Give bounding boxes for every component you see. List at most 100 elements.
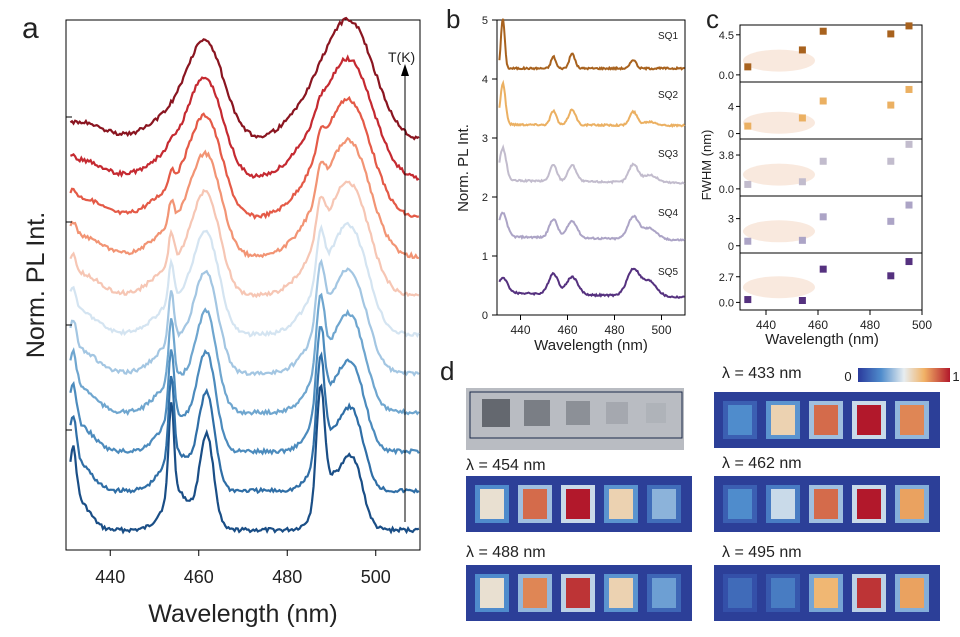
panel-b-ytick-label: 2 — [482, 192, 488, 204]
panel-a-series-line — [69, 136, 420, 260]
panel-c-point — [905, 201, 913, 209]
panel-c-ytick-label: 4 — [728, 101, 734, 113]
panel-c-xtick-label: 460 — [808, 318, 828, 332]
panel-a-series-line — [69, 221, 420, 338]
panel-c-highlight — [743, 49, 815, 72]
optical-square-4 — [606, 402, 628, 424]
panel-c-point — [905, 258, 913, 266]
panel-b-series: SQ1 SQ2 SQ3 SQ4 SQ5 — [498, 18, 686, 299]
panel-c-point — [744, 180, 752, 188]
optical-image-frame — [469, 391, 683, 439]
pl-map-square — [728, 405, 752, 435]
pl-map-label: λ = 454 nm — [466, 457, 546, 474]
optical-square-5 — [646, 403, 666, 423]
panel-c-ytick-label: 0.0 — [719, 184, 734, 196]
panel-c-point — [905, 140, 913, 148]
panel-a-series-line — [69, 258, 420, 377]
panel-c-xtick-label: 500 — [912, 318, 932, 332]
panel-c-highlight — [743, 163, 815, 186]
panel-c-point — [887, 272, 895, 280]
pl-map-square — [900, 405, 924, 435]
pl-map-square — [523, 489, 547, 519]
panel-b-series-label: SQ2 — [658, 90, 678, 101]
panel-c-ytick-label: 3 — [728, 214, 734, 226]
panel-c-ytick-label: 4.5 — [719, 30, 734, 42]
panel-a-series-line — [69, 292, 420, 416]
panel-b-series-label: SQ5 — [658, 267, 678, 278]
panel-c-point — [744, 296, 752, 304]
pl-map-square — [728, 489, 752, 519]
panel-c-point — [887, 101, 895, 109]
pl-map-square — [609, 578, 633, 608]
panel-b-series-line — [498, 144, 686, 185]
panel-c-xtick-label: 440 — [756, 318, 776, 332]
panel-c-subplot-frame — [739, 252, 923, 311]
panel-b-xtick-label: 500 — [651, 323, 671, 337]
panel-a-series-line — [69, 95, 420, 220]
panel-a-series-line — [69, 180, 420, 299]
panel-c-point — [905, 22, 913, 30]
panel-b-ticks: 440 460 480 500 0 1 2 3 4 5 — [482, 15, 672, 337]
pl-map-square — [771, 578, 795, 608]
panel-a-ticks: 440 460 480 500 — [66, 116, 391, 587]
panel-b-xtick-label: 460 — [557, 323, 577, 337]
panel-label-a: a — [22, 12, 39, 45]
panel-c-chart: 0.0 4.5 0 4 0.0 3.8 0 3 0.0 2.7 440 460 480 500 Wavel… — [699, 22, 932, 348]
panel-c-subplots — [739, 22, 923, 311]
panel-label-c: c — [706, 4, 719, 34]
panel-a-series-line — [69, 326, 420, 456]
panel-c-xtick-label: 480 — [860, 318, 880, 332]
panel-b-series-line — [498, 267, 685, 299]
panel-a-series — [69, 16, 420, 535]
panel-b-ytick-label: 1 — [482, 251, 488, 263]
panel-c-highlight — [743, 220, 815, 243]
pl-map-square — [480, 578, 504, 608]
panel-c-ytick-label: 0.0 — [719, 70, 734, 82]
panel-c-point — [819, 97, 827, 105]
optical-square-3 — [566, 401, 590, 425]
panel-a-frame — [65, 19, 421, 551]
panel-b-ylabel: Norm. PL Int. — [455, 124, 472, 212]
optical-square-2 — [524, 400, 550, 426]
panel-a-series-line — [70, 54, 420, 181]
panel-b-xlabel: Wavelength (nm) — [534, 337, 648, 354]
panel-c-ytick-label: 2.7 — [719, 272, 734, 284]
panel-b-chart: SQ1 SQ2 SQ3 SQ4 SQ5 440 460 480 500 0 1 2 3 4 5 Wavel… — [455, 15, 686, 354]
pl-map-square — [652, 489, 676, 519]
panel-c-point — [819, 27, 827, 35]
panel-c-point — [819, 265, 827, 273]
pl-map-square — [652, 578, 676, 608]
pl-map-square — [857, 578, 881, 608]
panel-a-xtick-label: 440 — [95, 567, 125, 587]
panel-c-ytick-label: 3.8 — [719, 150, 734, 162]
panel-c-highlight — [743, 111, 815, 134]
panel-c-point — [798, 178, 806, 186]
panel-b-frame — [496, 19, 686, 316]
temperature-arrow-head — [401, 64, 409, 76]
pl-map-square — [480, 489, 504, 519]
pl-map-square — [857, 405, 881, 435]
panel-a-xlabel: Wavelength (nm) — [148, 600, 337, 628]
panel-c-highlight — [743, 276, 815, 299]
panel-c-point — [798, 297, 806, 304]
panel-c-point — [819, 213, 827, 221]
panel-a-ylabel: Norm. PL Int. — [22, 212, 50, 358]
pl-map-label: λ = 495 nm — [722, 544, 802, 561]
pl-map-square — [771, 405, 795, 435]
pl-map-square — [814, 489, 838, 519]
pl-map-square — [814, 578, 838, 608]
panel-b-ytick-label: 5 — [482, 15, 488, 27]
colorbar-min: 0 — [844, 369, 851, 384]
optical-image — [466, 388, 684, 450]
pl-map-square — [900, 489, 924, 519]
panel-c-ytick-label: 0 — [728, 241, 734, 253]
pl-map-square — [609, 489, 633, 519]
colorbar-max: 1 — [952, 369, 959, 384]
panel-b-series-label: SQ3 — [658, 149, 678, 160]
panel-b-xtick-label: 480 — [604, 323, 624, 337]
panel-d-maps: 0 1 λ = 433 nm λ = 454 nm λ = 462 nm λ = 48… — [466, 365, 960, 621]
panel-b-series-line — [498, 211, 686, 242]
temperature-annotation: T(K) — [388, 49, 415, 65]
pl-map-square — [857, 489, 881, 519]
